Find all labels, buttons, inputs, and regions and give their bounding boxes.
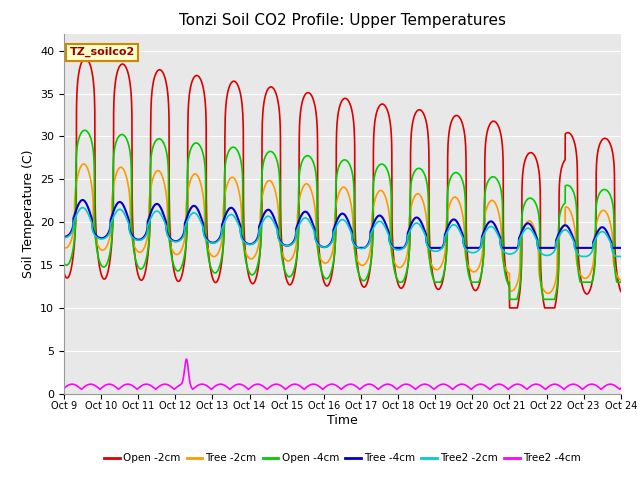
Title: Tonzi Soil CO2 Profile: Upper Temperatures: Tonzi Soil CO2 Profile: Upper Temperatur… [179, 13, 506, 28]
Y-axis label: Soil Temperature (C): Soil Temperature (C) [22, 149, 35, 278]
Text: TZ_soilco2: TZ_soilco2 [70, 47, 135, 58]
X-axis label: Time: Time [327, 414, 358, 427]
Legend: Open -2cm, Tree -2cm, Open -4cm, Tree -4cm, Tree2 -2cm, Tree2 -4cm: Open -2cm, Tree -2cm, Open -4cm, Tree -4… [100, 449, 585, 468]
